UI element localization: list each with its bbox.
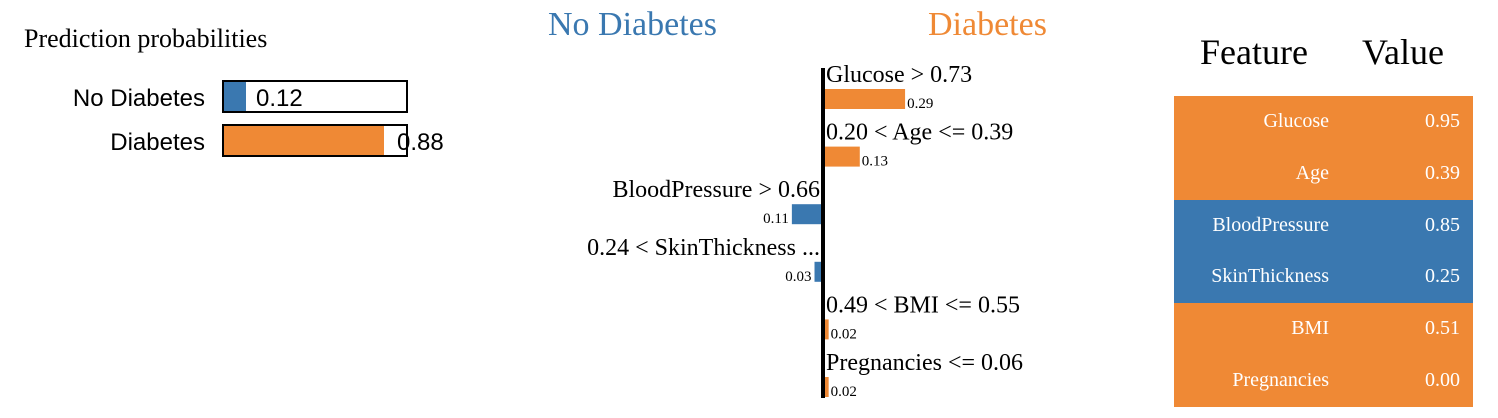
table-row: Age 0.39 [1174,147,1473,200]
feature-name: Glucose [1263,110,1329,132]
table-row: SkinThickness 0.25 [1174,251,1473,304]
class-header-diabetes: Diabetes [928,6,1047,43]
feature-label: Pregnancies <= 0.06 [826,350,1023,376]
prob-value-no-diabetes: 0.12 [256,85,303,112]
feature-value-label: 0.02 [831,326,857,342]
table-header-value: Value [1362,32,1444,72]
table-row: BloodPressure 0.85 [1174,199,1473,252]
prob-fill-diabetes [224,126,385,155]
feature-value: 0.85 [1425,213,1460,236]
prob-value-diabetes: 0.88 [397,129,444,156]
feature-value: 0.39 [1425,161,1460,184]
feature-bar [814,261,823,282]
prob-label-no-diabetes: No Diabetes [72,85,205,112]
feature-name: Pregnancies [1232,369,1329,391]
table-row: Pregnancies 0.00 [1174,355,1473,407]
feature-value-label: 0.11 [763,211,789,227]
feature-value: 0.00 [1425,369,1460,391]
feature-value: 0.25 [1425,265,1460,288]
feature-value-label: 0.13 [862,154,888,170]
prob-fill-no-diabetes [224,82,246,111]
feature-name: BMI [1291,317,1329,340]
feature-value-label: 0.29 [907,96,933,112]
feature-bar [823,89,906,109]
feature-label: BloodPressure > 0.66 [612,177,820,203]
feature-name: SkinThickness [1211,265,1329,288]
prediction-title: Prediction probabilities [24,24,268,53]
feature-label: 0.20 < Age <= 0.39 [826,120,1013,146]
feature-label: Glucose > 0.73 [826,62,972,88]
feature-bar [823,146,860,167]
feature-name: BloodPressure [1212,213,1329,236]
explanation-chart: Glucose > 0.73 0.29 0.20 < Age <= 0.39 0.13… [587,62,1023,400]
feature-label: 0.24 < SkinThickness ... [587,235,820,261]
feature-value: 0.51 [1425,317,1460,340]
table-header-feature: Feature [1200,32,1308,72]
class-header-no-diabetes: No Diabetes [548,6,718,43]
prob-label-diabetes: Diabetes [110,129,205,156]
table-row: Glucose 0.95 [1174,96,1473,148]
feature-bar [823,377,829,397]
prob-bar-no-diabetes [222,80,408,113]
feature-label: 0.49 < BMI <= 0.55 [826,292,1020,318]
table-row: BMI 0.51 [1174,303,1473,355]
feature-name: Age [1295,161,1329,184]
prob-bar-diabetes [222,124,408,157]
feature-value-label: 0.02 [831,384,857,400]
feature-bar [823,319,829,340]
feature-bar [791,204,823,225]
feature-value-label: 0.03 [785,269,811,285]
feature-value: 0.95 [1425,110,1460,132]
